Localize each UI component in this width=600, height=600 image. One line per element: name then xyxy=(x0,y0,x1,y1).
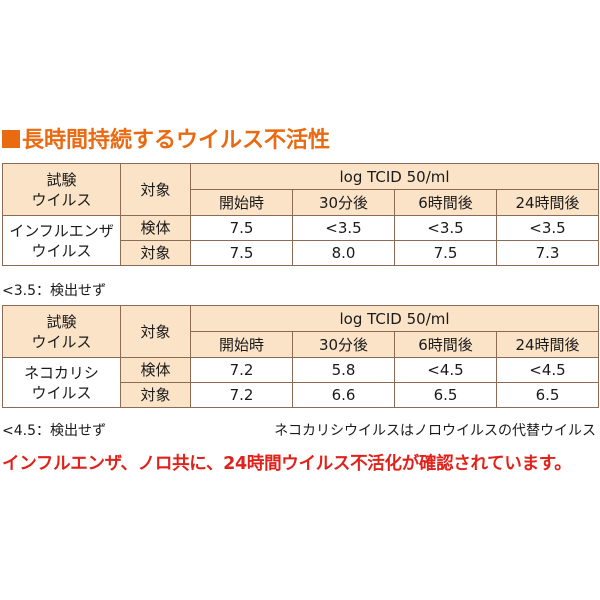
time-header-30min: 30分後 xyxy=(292,331,395,358)
value-cell: <4.5 xyxy=(394,357,497,383)
value-cell: 7.2 xyxy=(190,357,293,383)
col-header-unit: log TCID 50/ml xyxy=(190,163,599,190)
value-cell: 5.8 xyxy=(292,357,395,383)
col-header-virus: 試験 ウイルス xyxy=(2,163,121,216)
time-header-start: 開始時 xyxy=(190,189,293,216)
time-header-6h: 6時間後 xyxy=(394,331,497,358)
heading-square-marker xyxy=(2,130,20,148)
calicivirus-results-table: 試験 ウイルス 対象 log TCID 50/ml 開始時 30分後 6時間後 … xyxy=(2,305,599,408)
row-label-control: 対象 xyxy=(120,382,191,408)
value-cell: <4.5 xyxy=(496,357,599,383)
row-label-sample: 検体 xyxy=(120,215,191,241)
time-header-start: 開始時 xyxy=(190,331,293,358)
col-header-target: 対象 xyxy=(120,305,191,358)
value-cell: 6.5 xyxy=(496,382,599,408)
heading-text: 長時間持続するウイルス不活性 xyxy=(22,128,331,153)
col-header-unit: log TCID 50/ml xyxy=(190,305,599,332)
substitute-virus-note: ネコカリシウイルスはノロウイルスの代替ウイルス xyxy=(274,423,596,439)
virus-name-cell: インフルエンザ ウイルス xyxy=(2,215,121,266)
value-cell: 7.2 xyxy=(190,382,293,408)
value-cell: <3.5 xyxy=(292,215,395,241)
detection-note-1: <3.5：検出せず xyxy=(2,283,106,299)
time-header-24h: 24時間後 xyxy=(496,189,599,216)
time-header-30min: 30分後 xyxy=(292,189,395,216)
value-cell: 7.5 xyxy=(394,240,497,266)
value-cell: <3.5 xyxy=(394,215,497,241)
value-cell: 7.5 xyxy=(190,240,293,266)
conclusion-text: インフルエンザ、ノロ共に、24時間ウイルス不活化が確認されています。 xyxy=(2,454,572,474)
value-cell: 7.5 xyxy=(190,215,293,241)
value-cell: 6.5 xyxy=(394,382,497,408)
detection-note-2: <4.5：検出せず xyxy=(2,423,106,439)
value-cell: 8.0 xyxy=(292,240,395,266)
influenza-results-table: 試験 ウイルス 対象 log TCID 50/ml 開始時 30分後 6時間後 … xyxy=(2,163,599,266)
row-label-control: 対象 xyxy=(120,240,191,266)
value-cell: <3.5 xyxy=(496,215,599,241)
time-header-24h: 24時間後 xyxy=(496,331,599,358)
row-label-sample: 検体 xyxy=(120,357,191,383)
time-header-6h: 6時間後 xyxy=(394,189,497,216)
section-heading: 長時間持続するウイルス不活性 xyxy=(2,120,330,156)
col-header-target: 対象 xyxy=(120,163,191,216)
virus-name-cell: ネコカリシ ウイルス xyxy=(2,357,121,408)
value-cell: 7.3 xyxy=(496,240,599,266)
value-cell: 6.6 xyxy=(292,382,395,408)
col-header-virus: 試験 ウイルス xyxy=(2,305,121,358)
